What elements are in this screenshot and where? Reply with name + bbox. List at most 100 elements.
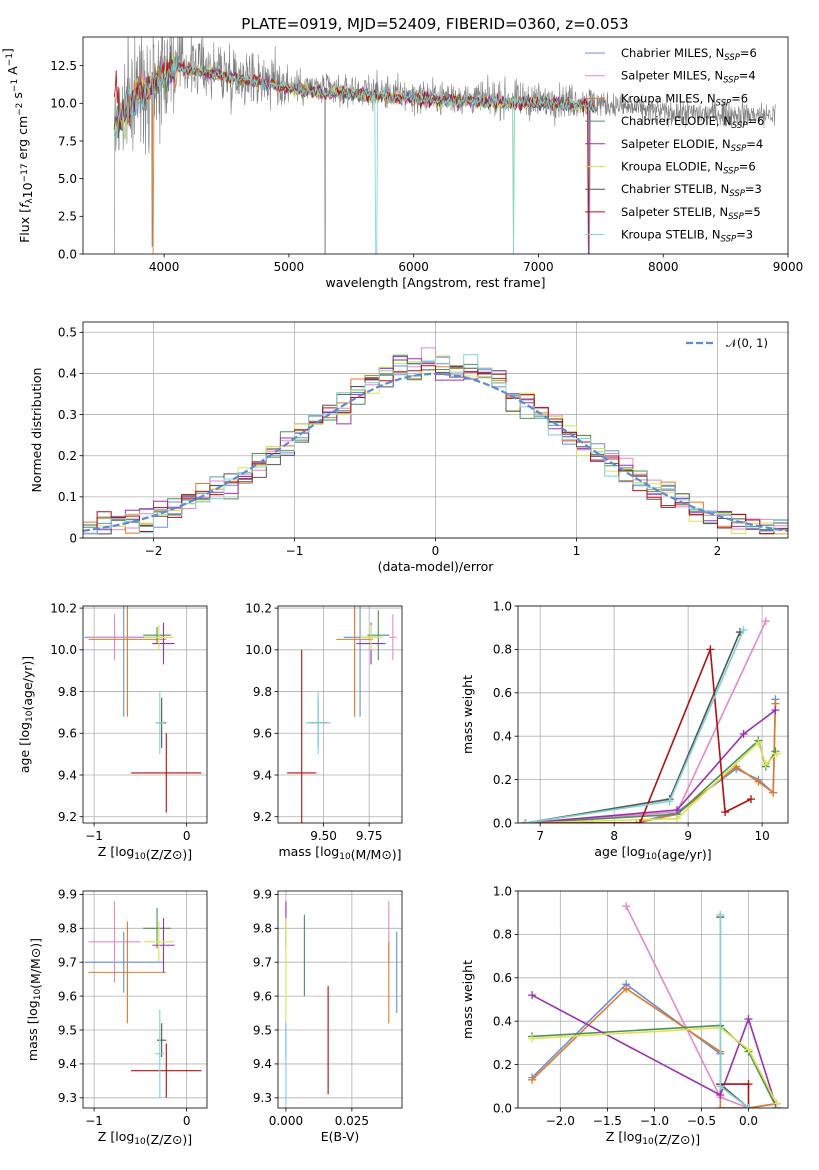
x-tick-label: 0 — [183, 829, 191, 843]
y-tick-label: 9.3 — [253, 1091, 272, 1105]
weight-series-line — [525, 709, 776, 823]
x-tick-label: 9000 — [773, 260, 804, 274]
plot-area — [521, 617, 781, 823]
y-tick-label: 9.4 — [253, 768, 272, 782]
weight-series-line — [525, 741, 778, 823]
legend-entry: Kroupa MILES, NSSP=6 — [621, 91, 748, 108]
plot-area — [113, 37, 776, 254]
axes-frame — [82, 605, 208, 824]
y-tick-label: 9.3 — [58, 1091, 77, 1105]
y-tick-label: 0.2 — [493, 773, 512, 787]
x-tick-label: 7000 — [523, 260, 554, 274]
y-axis-label: mass weight — [460, 675, 475, 754]
x-axis-label: wavelength [Angstrom, rest frame] — [325, 275, 545, 290]
x-tick-label: −1 — [85, 1114, 103, 1128]
axes-residuals: −2 −1 0 1 2 0 0.1 0.2 0.3 0.4 0.5 (data-model)/erro… — [29, 321, 789, 574]
y-tick-label: 9.6 — [58, 727, 77, 741]
weight-point — [747, 795, 756, 804]
y-tick-label: 0.2 — [493, 1058, 512, 1072]
weight-series-line — [525, 739, 777, 823]
axes-weight_vs_z: −2.0 −1.5 −1.0 −0.5 0.0 0.0 0.2 0.4 0.6 0.8 1.0 Z [… — [460, 884, 789, 1147]
y-tick-label: 10.0 — [50, 97, 77, 111]
x-tick-label: 8 — [610, 829, 618, 843]
x-tick-label: 6000 — [398, 260, 429, 274]
axes-frame — [277, 890, 403, 1109]
weight-point — [754, 777, 763, 786]
y-tick-label: 9.8 — [253, 685, 272, 699]
weight-point — [521, 819, 530, 823]
weight-series-line — [531, 994, 778, 1108]
y-tick-label: 0.8 — [493, 928, 512, 942]
x-tick-label: −2.0 — [546, 1114, 575, 1128]
axes-frame — [517, 605, 789, 824]
weight-series-line — [719, 917, 750, 1108]
y-tick-label: 9.4 — [58, 1057, 77, 1071]
x-tick-label: 10 — [754, 829, 769, 843]
x-tick-label: −2 — [145, 544, 163, 558]
plot-area — [528, 902, 781, 1108]
axes-mass_vs_ebv: 0.000 0.025 9.3 9.4 9.5 9.6 9.7 9.8 9.9 E(B-V) — [253, 888, 403, 1144]
y-tick-label: 0.6 — [493, 971, 512, 985]
x-axis-label: Z [log10(Z/Z⊙)] — [606, 1129, 700, 1147]
weight-point — [761, 617, 770, 626]
x-tick-label: 9.75 — [356, 829, 383, 843]
weight-point — [744, 1104, 753, 1108]
y-tick-label: 9.8 — [58, 922, 77, 936]
y-tick-label: 0.2 — [58, 449, 77, 463]
y-tick-label: 2.5 — [58, 210, 77, 224]
y-tick-label: 9.8 — [58, 685, 77, 699]
y-tick-label: 0.1 — [58, 490, 77, 504]
chart-title: PLATE=0919, MJD=52409, FIBERID=0360, z=0… — [241, 15, 628, 33]
axes-frame — [82, 890, 208, 1109]
x-axis-label: (data-model)/error — [378, 559, 495, 574]
x-tick-label: −0.5 — [687, 1114, 716, 1128]
y-tick-label: 10.0 — [245, 643, 272, 657]
axes-frame — [277, 605, 403, 824]
y-tick-label: 0.4 — [493, 730, 512, 744]
weight-series-line — [719, 914, 749, 1108]
x-axis-label: mass [log10(M/M⊙)] — [278, 844, 401, 862]
weight-point — [772, 1099, 781, 1108]
weight-point — [716, 1090, 725, 1099]
weight-point — [716, 910, 725, 919]
y-axis-label: Flux [fλ10−17 erg cm−2 s−1 A−1] — [0, 48, 35, 243]
x-axis-label: Z [log10(Z/Z⊙)] — [98, 1129, 192, 1147]
y-tick-label: 0.4 — [58, 367, 77, 381]
y-tick-label: 9.4 — [253, 1057, 272, 1071]
weight-point — [744, 1080, 753, 1089]
y-axis-label: Normed distribution — [29, 368, 44, 493]
weight-point — [739, 730, 748, 739]
axes-age_vs_z: −1 0 9.2 9.4 9.6 9.8 10.0 10.2 Z [log10(Z/Z⊙)] ag… — [17, 601, 208, 862]
weight-point — [716, 1104, 725, 1108]
y-tick-label: 0.4 — [493, 1015, 512, 1029]
weight-point — [636, 819, 645, 823]
y-tick-label: 9.6 — [253, 727, 272, 741]
y-tick-label: 9.4 — [58, 768, 77, 782]
x-tick-label: 9 — [684, 829, 692, 843]
weight-point — [673, 814, 682, 823]
y-tick-label: 9.5 — [58, 1023, 77, 1037]
x-tick-label: 5000 — [274, 260, 305, 274]
y-tick-label: 5.0 — [58, 172, 77, 186]
y-axis-label: mass [log10(M/M⊙)] — [25, 938, 43, 1061]
x-tick-label: 0 — [183, 1114, 191, 1128]
x-tick-label: −1.0 — [640, 1114, 669, 1128]
plot-area — [84, 606, 202, 813]
weight-series-line — [525, 620, 767, 823]
x-tick-label: 0.0 — [739, 1114, 758, 1128]
weight-point — [622, 902, 631, 911]
y-axis-label: mass weight — [460, 960, 475, 1039]
weight-point — [528, 1034, 537, 1043]
y-tick-label: 0.0 — [58, 247, 77, 261]
weight-series-line — [532, 1026, 778, 1105]
legend-entry: Salpeter ELODIE, NSSP=4 — [621, 137, 763, 154]
weight-point — [754, 738, 763, 747]
y-tick-label: 9.9 — [58, 888, 77, 902]
x-tick-label: −1 — [85, 829, 103, 843]
y-tick-label: 9.8 — [253, 922, 272, 936]
y-tick-label: 10.2 — [245, 601, 272, 615]
y-tick-label: 0.8 — [493, 643, 512, 657]
legend-entry: Salpeter STELIB, NSSP=5 — [621, 205, 761, 222]
legend-entry: Kroupa STELIB, NSSP=3 — [621, 228, 753, 245]
